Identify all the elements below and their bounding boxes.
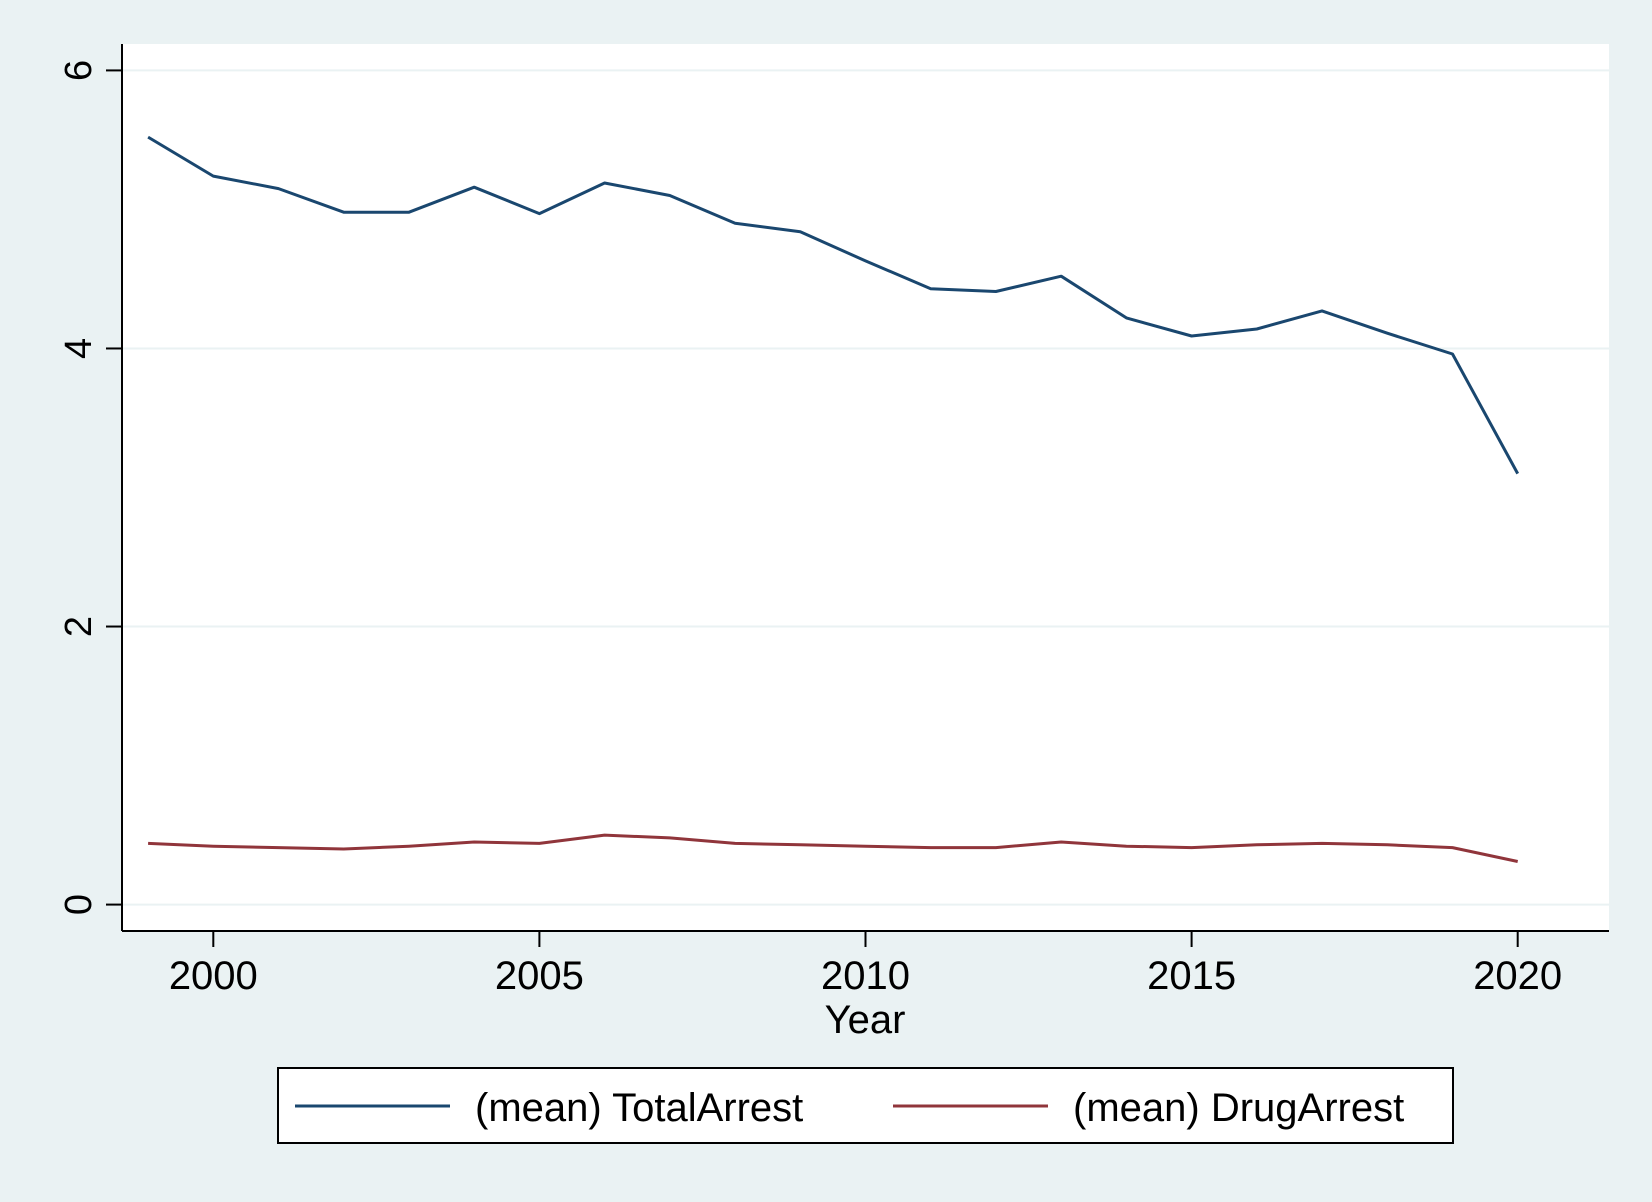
y-ticks: 0 2 4 6 <box>58 60 122 915</box>
x-tick-label-2000: 2000 <box>169 954 258 998</box>
plot-area <box>122 44 1609 931</box>
x-tick-label-2020: 2020 <box>1473 954 1562 998</box>
y-tick-label-4: 4 <box>58 338 100 359</box>
series-lines <box>147 135 1520 863</box>
legend-label-drug-arrest: (mean) DrugArrest <box>1073 1086 1404 1130</box>
x-axis-title: Year <box>825 998 906 1042</box>
x-tick-label-2010: 2010 <box>821 954 910 998</box>
series-line-mean-drugarrest <box>148 833 1519 863</box>
y-tick-label-2: 2 <box>58 616 100 637</box>
legend-box <box>277 1067 1454 1144</box>
series-line-mean-totalarrest <box>147 135 1520 475</box>
x-tick-label-2005: 2005 <box>495 954 584 998</box>
x-tick-label-2015: 2015 <box>1147 954 1236 998</box>
legend: (mean) TotalArrest (mean) DrugArrest <box>277 1067 1454 1144</box>
y-tick-label-0: 0 <box>58 894 100 915</box>
legend-label-total-arrest: (mean) TotalArrest <box>475 1086 803 1130</box>
x-ticks: 2000 2005 2010 2015 2020 <box>169 931 1562 998</box>
grid-lines <box>122 69 1609 906</box>
y-tick-label-6: 6 <box>58 60 100 81</box>
